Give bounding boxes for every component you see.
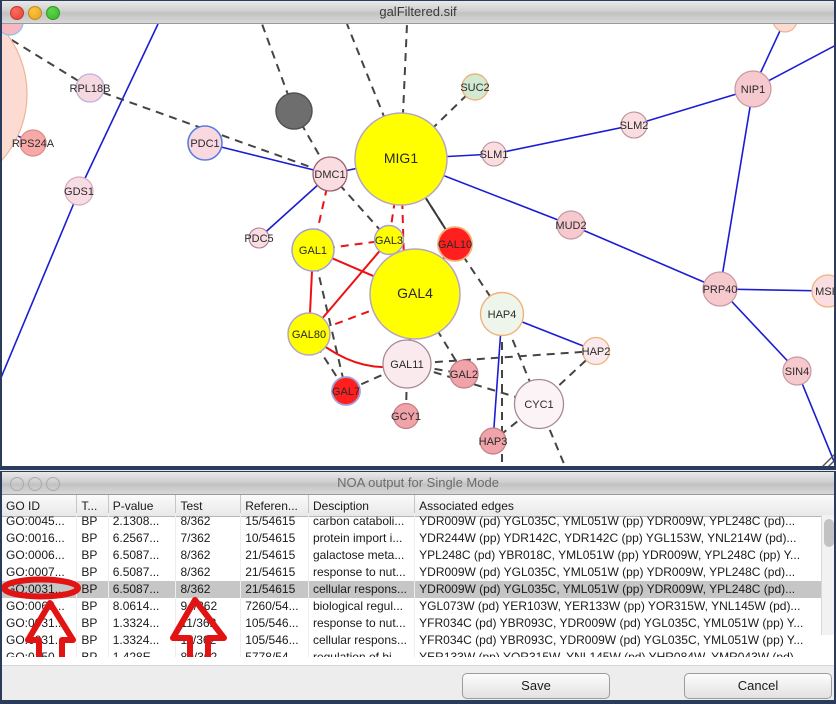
svg-text:GAL10: GAL10	[438, 239, 472, 251]
svg-text:PRP40: PRP40	[703, 284, 738, 296]
svg-text:GAL2: GAL2	[450, 369, 478, 381]
svg-text:SLM2: SLM2	[620, 120, 649, 132]
svg-text:MIG1: MIG1	[384, 150, 418, 166]
svg-text:NIP1: NIP1	[741, 84, 765, 96]
svg-text:RPS24A: RPS24A	[12, 138, 55, 150]
svg-text:HAP2: HAP2	[582, 346, 611, 358]
svg-text:RPL18B: RPL18B	[70, 83, 111, 95]
svg-text:GCY1: GCY1	[391, 411, 421, 423]
svg-text:GAL4: GAL4	[397, 285, 433, 301]
svg-text:SLM1: SLM1	[480, 149, 509, 161]
svg-text:DMC1: DMC1	[314, 169, 345, 181]
svg-text:GAL7: GAL7	[332, 386, 360, 398]
svg-text:GAL80: GAL80	[292, 329, 326, 341]
svg-text:SIN4: SIN4	[785, 366, 809, 378]
svg-text:HAP4: HAP4	[488, 309, 517, 321]
svg-text:GAL11: GAL11	[390, 359, 423, 371]
svg-text:MSI1: MSI1	[815, 286, 836, 298]
svg-text:HAP3: HAP3	[479, 436, 508, 448]
svg-text:SUC2: SUC2	[460, 82, 489, 94]
svg-text:GAL3: GAL3	[375, 235, 403, 247]
svg-text:PDC1: PDC1	[190, 138, 219, 150]
svg-text:MUD2: MUD2	[555, 220, 586, 232]
svg-text:GAL1: GAL1	[299, 245, 327, 257]
svg-text:CYC1: CYC1	[524, 399, 553, 411]
svg-text:PDC5: PDC5	[244, 233, 273, 245]
svg-text:GDS1: GDS1	[64, 186, 94, 198]
